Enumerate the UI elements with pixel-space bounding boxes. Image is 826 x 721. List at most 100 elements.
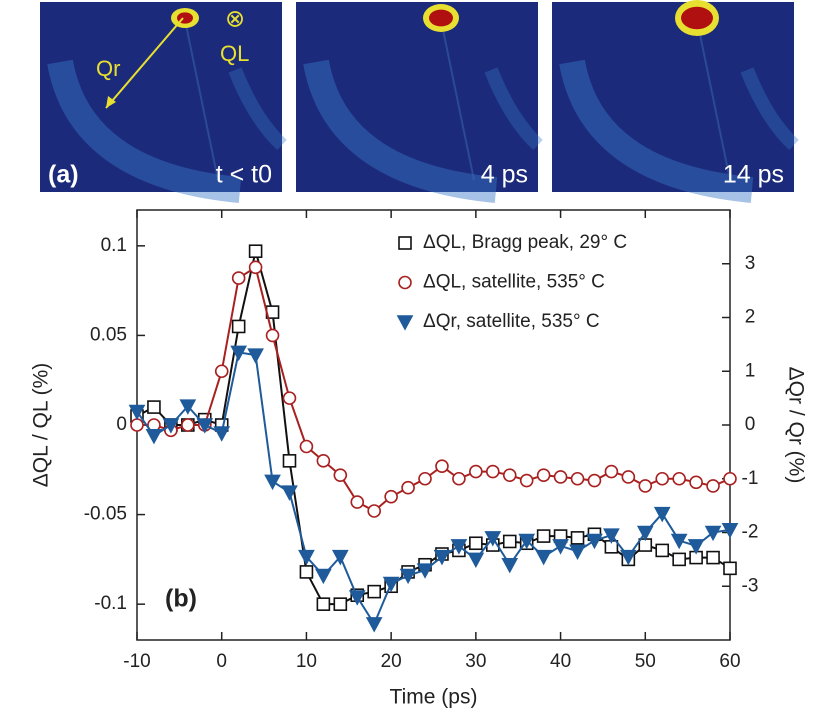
y-tick-label: -0.05 <box>84 504 127 525</box>
marker <box>213 426 231 442</box>
marker <box>552 539 569 555</box>
y2-tick-label: 3 <box>745 253 756 274</box>
streak <box>696 19 731 181</box>
marker <box>365 617 383 633</box>
marker <box>264 474 281 491</box>
marker <box>130 418 144 432</box>
marker <box>587 473 602 488</box>
y-tick-label: 0 <box>116 414 127 435</box>
marker <box>553 470 568 484</box>
y2-tick-label: 2 <box>745 307 756 328</box>
marker <box>653 506 671 523</box>
marker <box>621 470 636 484</box>
x-tick-label: 30 <box>465 651 486 672</box>
marker <box>230 345 247 362</box>
diffuse-arc <box>47 59 242 203</box>
legend-label: ΔQL, satellite, 535° C <box>423 272 605 293</box>
marker <box>501 557 519 574</box>
marker <box>248 244 263 259</box>
image-panel: 14 ps <box>552 0 799 203</box>
marker <box>636 525 654 542</box>
marker <box>298 549 315 566</box>
marker <box>670 533 688 550</box>
diffuse-arc <box>740 67 799 151</box>
marker <box>655 543 670 558</box>
marker <box>723 561 737 576</box>
x-tick-label: 20 <box>381 651 402 672</box>
legend-label: ΔQL, Bragg peak, 29° C <box>423 232 627 253</box>
marker <box>299 565 314 579</box>
marker <box>433 549 451 566</box>
marker <box>128 404 146 421</box>
marker <box>704 525 722 542</box>
streak <box>440 19 475 181</box>
marker <box>331 549 349 566</box>
marker <box>519 473 534 488</box>
x-tick-label: 0 <box>216 651 227 672</box>
marker <box>214 364 229 379</box>
series <box>128 345 739 633</box>
marker <box>655 471 670 486</box>
time-label: t < t0 <box>216 161 272 189</box>
image-panel: 4 ps <box>296 2 543 203</box>
marker <box>398 236 412 250</box>
marker <box>467 552 485 569</box>
marker <box>382 576 400 593</box>
marker <box>179 399 197 415</box>
marker <box>469 464 483 479</box>
marker <box>248 260 263 275</box>
y2-tick-label: 1 <box>745 360 756 381</box>
marker <box>316 454 331 468</box>
y2-tick-label: -2 <box>742 522 759 543</box>
marker <box>603 528 620 544</box>
marker <box>586 533 603 550</box>
marker <box>484 531 502 547</box>
image-panel: t < t0 <box>40 2 287 203</box>
image-background <box>40 2 282 192</box>
panel-label: (b) <box>165 585 197 613</box>
series <box>130 260 737 518</box>
marker <box>231 271 246 285</box>
marker <box>196 418 214 434</box>
marker <box>518 533 536 550</box>
marker <box>147 400 161 414</box>
marker <box>721 523 739 539</box>
marker <box>569 544 586 561</box>
marker <box>452 471 466 486</box>
marker <box>367 584 382 599</box>
marker <box>706 550 720 565</box>
marker <box>638 479 653 493</box>
y-axis-label: ΔQL / QL (%) <box>30 363 53 488</box>
time-label: 4 ps <box>481 161 528 189</box>
ql-label: QL <box>220 41 249 66</box>
marker <box>282 391 297 405</box>
marker <box>399 568 417 585</box>
bragg-spot <box>429 9 453 27</box>
marker <box>247 348 264 364</box>
marker <box>502 468 517 482</box>
time-label: 14 ps <box>723 161 784 189</box>
marker <box>485 464 500 479</box>
marker <box>282 454 297 468</box>
qr-label: Qr <box>96 56 120 81</box>
marker <box>162 418 180 434</box>
marker <box>450 539 468 555</box>
marker <box>145 428 163 445</box>
marker <box>333 468 348 482</box>
marker <box>350 495 365 509</box>
marker <box>570 471 585 486</box>
y-tick-label: -0.1 <box>94 593 127 614</box>
marker <box>384 489 398 504</box>
marker <box>281 485 298 501</box>
marker <box>435 459 449 474</box>
marker <box>401 480 415 495</box>
y-tick-label: 0.05 <box>90 324 127 345</box>
image-background <box>552 2 794 192</box>
marker <box>502 534 517 549</box>
x-axis-label: Time (ps) <box>390 686 478 709</box>
y-tick-label: 0.1 <box>101 235 127 256</box>
marker <box>416 563 434 579</box>
marker <box>181 418 195 432</box>
marker <box>620 549 637 566</box>
